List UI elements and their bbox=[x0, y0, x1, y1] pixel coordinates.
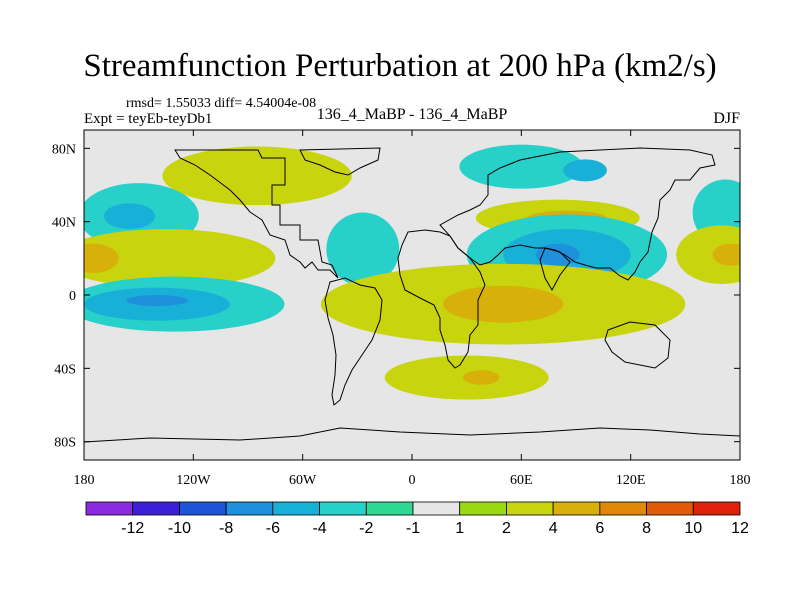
colorbar-swatch-5 bbox=[319, 501, 367, 516]
colorbar-label-1: -10 bbox=[168, 520, 191, 537]
colorbar-label-3: -6 bbox=[266, 520, 280, 537]
colorbar-label-5: -2 bbox=[359, 520, 373, 537]
colorbar-swatch-6 bbox=[365, 501, 414, 516]
coastline-layer bbox=[84, 147, 740, 443]
x-tick-label-3: 0 bbox=[409, 473, 416, 488]
colorbar-swatch-9 bbox=[506, 501, 554, 516]
anomaly-contour-13 bbox=[84, 243, 119, 273]
coastline-eurasia bbox=[439, 147, 716, 281]
colorbar-label-11: 8 bbox=[642, 520, 651, 537]
colorbar-label-12: 10 bbox=[684, 520, 702, 537]
y-tick-label-1: 40N bbox=[52, 216, 76, 231]
y-tick-label-0: 80N bbox=[52, 142, 76, 157]
colorbar-label-13: 12 bbox=[731, 520, 749, 537]
anomaly-contour-22 bbox=[463, 370, 500, 385]
chart-title: Streamfunction Perturbation at 200 hPa (… bbox=[83, 48, 717, 84]
colorbar-label-4: -4 bbox=[312, 520, 326, 537]
anomaly-contour-1 bbox=[563, 159, 607, 182]
anomaly-contour-18 bbox=[125, 295, 188, 306]
experiment-label: Expt = teyEb-teyDb1 bbox=[84, 111, 213, 127]
x-tick-label-0: 180 bbox=[74, 473, 95, 488]
colorbar-swatch-11 bbox=[599, 501, 647, 516]
colorbar-swatch-1 bbox=[132, 501, 180, 516]
coastline-india bbox=[539, 247, 571, 292]
anomaly-contour-12 bbox=[84, 229, 276, 288]
colorbar-swatch-3 bbox=[225, 501, 274, 516]
colorbar-label-6: -1 bbox=[406, 520, 420, 537]
colorbar-swatch-0 bbox=[85, 501, 134, 516]
colorbar-label-0: -12 bbox=[121, 520, 144, 537]
colorbar-label-9: 4 bbox=[549, 520, 558, 537]
colorbar-label-7: 1 bbox=[455, 520, 464, 537]
season-label: DJF bbox=[713, 110, 740, 127]
anomaly-contour-2 bbox=[162, 146, 352, 206]
coastline-north-america bbox=[174, 149, 339, 279]
anomaly-contour-0 bbox=[459, 144, 584, 189]
coastline-australia bbox=[604, 321, 671, 369]
colorbar-swatch-2 bbox=[179, 501, 227, 516]
x-tick-label-1: 120W bbox=[176, 473, 211, 488]
colorbar-label-2: -8 bbox=[219, 520, 233, 537]
colorbar-swatch-8 bbox=[459, 501, 507, 516]
x-tick-label-4: 60E bbox=[510, 473, 533, 488]
x-tick-label-5: 120E bbox=[616, 473, 646, 488]
x-tick-label-2: 60W bbox=[289, 473, 317, 488]
anomaly-contour-20 bbox=[442, 285, 564, 323]
anomaly-layer bbox=[84, 144, 740, 400]
anomaly-contour-11 bbox=[326, 212, 400, 286]
x-tick-label-6: 180 bbox=[730, 473, 751, 488]
colorbar-swatch-4 bbox=[272, 501, 320, 516]
colorbar-swatch-12 bbox=[646, 501, 694, 516]
anomaly-contour-6 bbox=[104, 203, 156, 230]
coastline-antarctica bbox=[84, 427, 740, 443]
colorbar-swatch-7 bbox=[412, 501, 461, 516]
coastline-south-america bbox=[324, 277, 383, 406]
anomaly-contour-14 bbox=[676, 225, 740, 284]
colorbar: -12 -10 -8 -6 -4 -2 -1 1 2 4 6 8 10 12 bbox=[85, 501, 749, 537]
colorbar-label-10: 6 bbox=[595, 520, 604, 537]
rmsd-diff-stats: rmsd= 1.55033 diff= 4.54004e-08 bbox=[126, 96, 317, 111]
anomaly-contour-15 bbox=[712, 243, 740, 266]
coastline-greenland bbox=[299, 147, 381, 176]
y-tick-label-3: 40S bbox=[54, 362, 76, 377]
comparison-label: 136_4_MaBP - 136_4_MaBP bbox=[316, 106, 508, 123]
colorbar-swatch-13 bbox=[692, 501, 741, 516]
colorbar-label-8: 2 bbox=[502, 520, 511, 537]
colorbar-swatch-10 bbox=[552, 501, 601, 516]
axes: 180 120W 60W 0 60E 120E 180 80N 40N 0 40S 80S bbox=[52, 130, 751, 488]
y-tick-label-4: 80S bbox=[54, 436, 76, 451]
y-tick-label-2: 0 bbox=[69, 289, 76, 304]
